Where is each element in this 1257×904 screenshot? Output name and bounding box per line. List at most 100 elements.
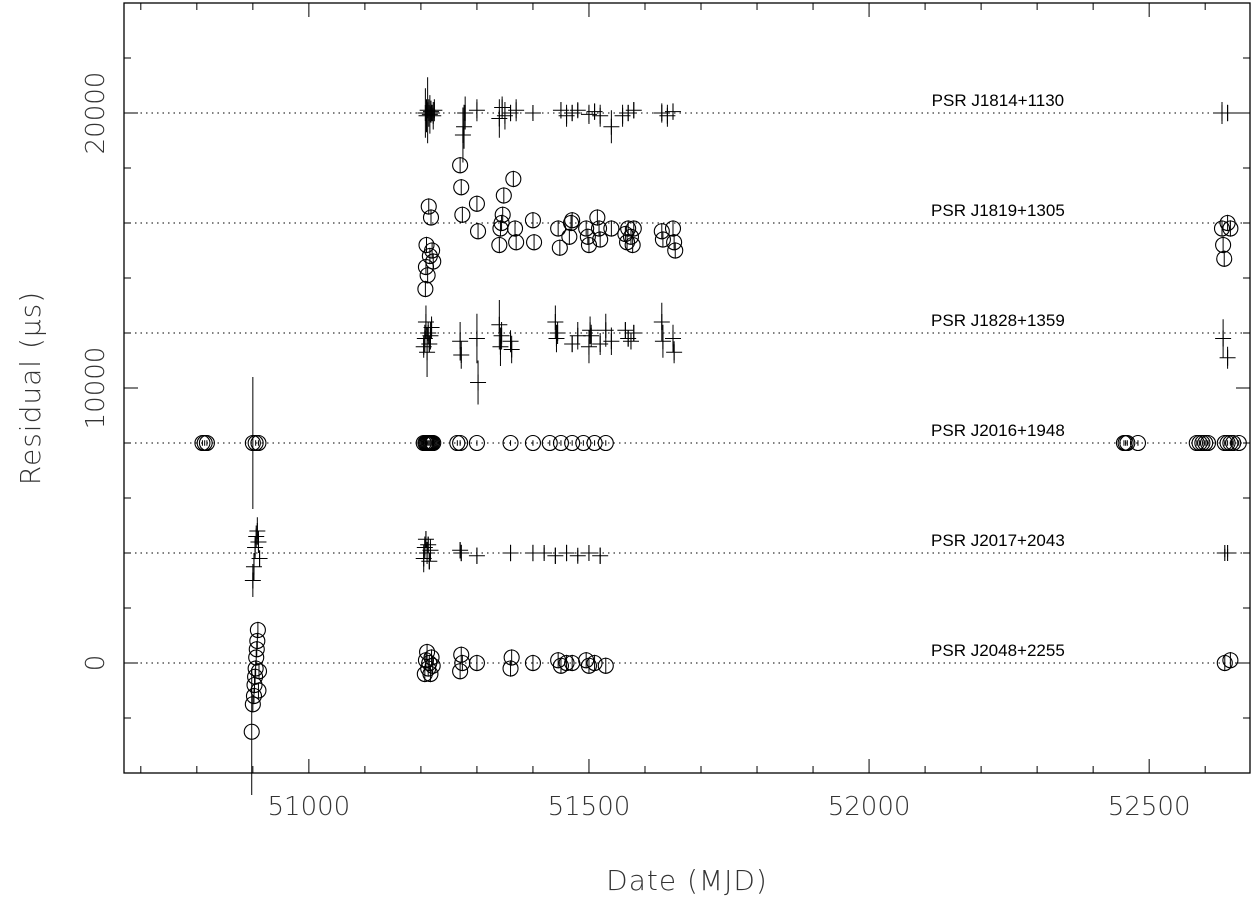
circle-point	[526, 234, 543, 251]
circle-point	[590, 220, 608, 237]
circle-point	[423, 649, 440, 666]
circle-point	[502, 434, 519, 452]
circle-marker	[249, 632, 266, 650]
circle-marker	[575, 434, 592, 452]
circle-point	[667, 242, 684, 259]
circle-marker	[590, 220, 608, 237]
circle-marker	[423, 649, 440, 666]
plus-marker	[492, 327, 509, 366]
circle-point	[552, 434, 570, 452]
circle-marker	[503, 649, 520, 666]
plus-marker	[536, 545, 553, 561]
circle-point	[495, 187, 512, 204]
circle-point	[508, 234, 525, 251]
circle-marker	[244, 696, 261, 713]
plus-marker	[653, 302, 670, 342]
plus-marker	[419, 327, 436, 377]
circle-point	[418, 236, 435, 254]
circle-marker	[666, 234, 683, 251]
plus-marker	[502, 544, 519, 562]
y-tick-label: 0	[81, 655, 111, 672]
circle-marker	[247, 434, 264, 452]
circle-marker	[562, 214, 580, 232]
circle-point	[250, 434, 267, 452]
circle-marker	[493, 214, 510, 232]
circle-point	[561, 228, 578, 245]
y-tick-label: 20000	[81, 72, 111, 155]
circle-point	[452, 663, 469, 680]
series-label: PSR J1814+1130	[932, 91, 1064, 110]
plus-marker	[247, 536, 264, 559]
circle-point	[453, 179, 470, 196]
plus-marker	[582, 316, 599, 344]
circle-point	[422, 209, 440, 226]
circle-point	[452, 434, 469, 452]
plus-marker	[244, 564, 261, 597]
circle-marker	[1225, 434, 1242, 452]
circle-point	[1216, 250, 1233, 267]
circle-point	[424, 242, 441, 259]
circle-marker	[1199, 434, 1217, 452]
series-label: PSR J1828+1359	[931, 311, 1065, 330]
circle-point	[622, 228, 640, 245]
circle-marker	[561, 228, 578, 245]
plus-marker	[569, 322, 586, 350]
circle-marker	[653, 223, 670, 240]
circle-marker	[541, 434, 558, 452]
circle-point	[624, 236, 641, 254]
circle-point	[249, 632, 266, 650]
circle-point	[424, 657, 441, 674]
series-label: PSR J2016+1948	[931, 421, 1065, 440]
circle-point	[589, 209, 606, 226]
plus-marker	[569, 547, 586, 564]
circle-marker	[579, 228, 596, 245]
x-tick-label: 51500	[548, 792, 631, 822]
series-label: PSR J2048+2255	[931, 641, 1065, 660]
circle-point	[666, 234, 683, 251]
plot-frame	[123, 2, 1251, 774]
circle-marker	[247, 668, 264, 685]
circle-marker	[502, 434, 519, 452]
circle-point	[248, 641, 265, 658]
circle-marker	[449, 434, 466, 452]
circle-point	[524, 212, 541, 229]
circle-marker	[624, 236, 641, 254]
circle-marker	[198, 434, 215, 452]
plus-marker	[592, 104, 609, 127]
circle-point	[248, 649, 265, 666]
circle-point	[493, 214, 510, 232]
circle-marker	[453, 646, 470, 663]
circle-marker	[603, 220, 620, 237]
circle-marker	[425, 253, 442, 270]
circle-marker	[1222, 652, 1239, 669]
circle-marker	[625, 220, 642, 237]
plus-marker	[454, 107, 471, 163]
plus-marker	[625, 324, 642, 342]
circle-marker	[452, 434, 469, 452]
plus-marker	[1219, 104, 1236, 122]
circle-point	[564, 434, 581, 452]
circle-point	[603, 220, 620, 237]
tick-labels: 51000 51500 52000 52500 0 10000 20000	[81, 72, 1191, 822]
x-tick-label: 51000	[268, 792, 351, 822]
circle-point	[575, 434, 592, 452]
circle-marker	[1129, 434, 1147, 452]
circle-point	[425, 253, 442, 270]
plus-marker	[453, 544, 470, 562]
circle-marker	[420, 198, 437, 215]
plus-marker	[664, 103, 681, 120]
circle-point	[1215, 236, 1232, 254]
circle-point	[1119, 434, 1136, 452]
x-axis-title: Date (MJD)	[606, 864, 768, 897]
plus-marker	[424, 104, 441, 122]
plus-marker	[583, 324, 600, 347]
plus-marker	[622, 333, 639, 350]
plus-marker	[468, 99, 485, 122]
circle-point	[244, 696, 261, 713]
circle-point	[422, 665, 439, 683]
circle-marker	[654, 231, 671, 248]
circle-point	[1129, 434, 1147, 452]
circle-marker	[1222, 220, 1239, 237]
plus-marker	[250, 531, 267, 553]
circle-point	[1213, 220, 1231, 237]
